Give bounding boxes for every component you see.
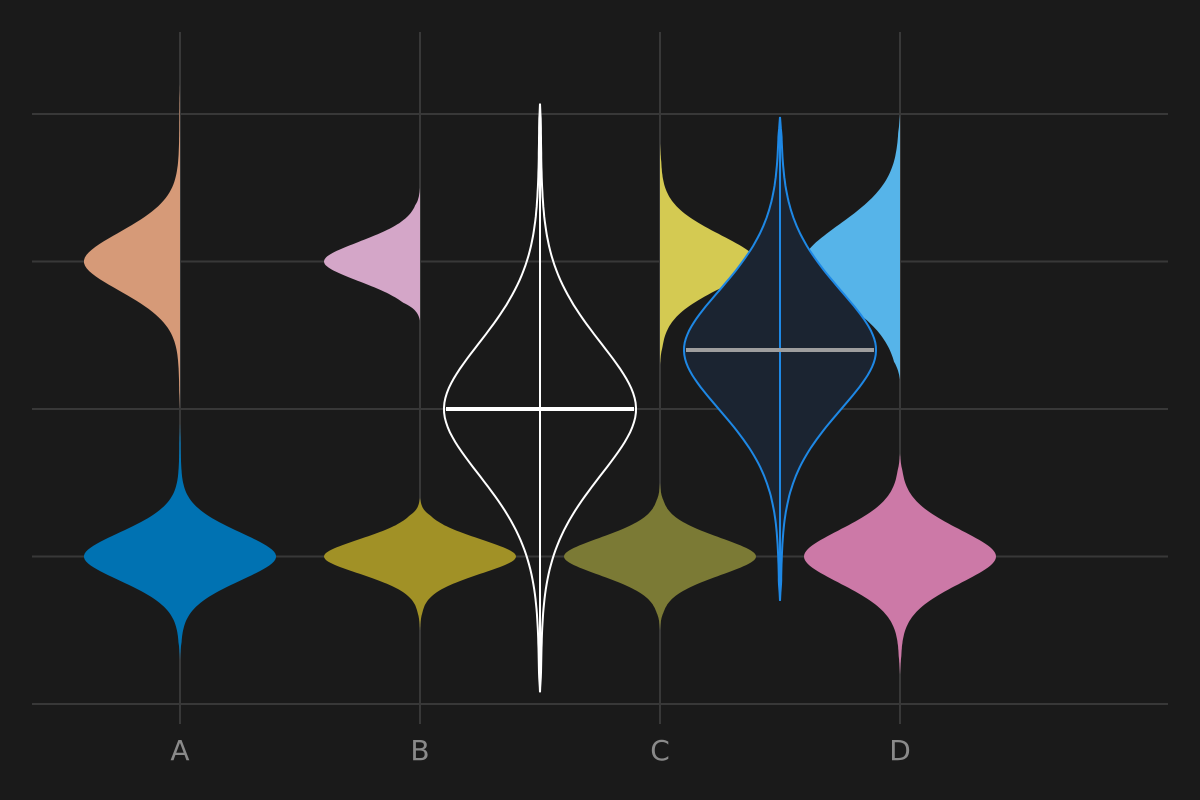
violin-C-upper — [660, 143, 756, 365]
violin-B-upper — [324, 187, 420, 321]
violin-D-lower — [804, 453, 996, 675]
x-tick-label-C: C — [650, 734, 670, 767]
violin-shapes — [84, 84, 996, 693]
violin-D-upper — [804, 114, 900, 380]
x-tick-label-B: B — [410, 734, 429, 767]
violin-C-lower — [564, 482, 756, 631]
violin-B-lower — [324, 497, 516, 631]
x-tick-label-A: A — [170, 734, 189, 767]
x-tick-labels: A B C D — [170, 734, 910, 767]
violin-A-upper — [84, 84, 180, 409]
x-tick-label-D: D — [889, 734, 911, 767]
violin-A-lower — [84, 423, 276, 660]
